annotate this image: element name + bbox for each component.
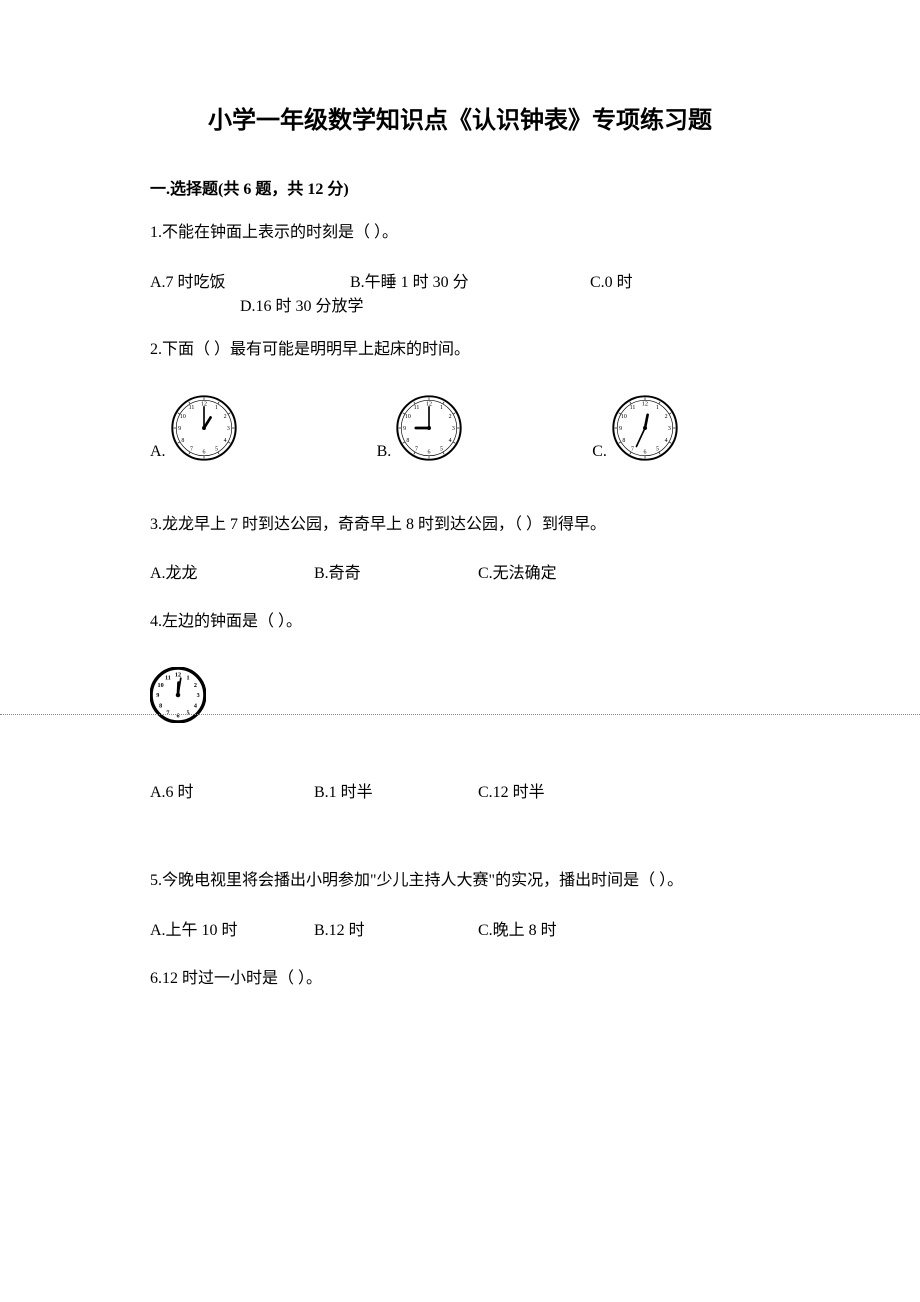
q5-options: A.上午 10 时 B.12 时 C.晚上 8 时 [150,916,770,940]
svg-text:4: 4 [223,437,226,443]
q4-opt-b: B.1 时半 [314,778,474,802]
clock-icon: 1212 345 678 91011 [396,395,462,461]
svg-text:11: 11 [414,404,420,410]
svg-text:8: 8 [407,437,410,443]
q3-opt-c: C.无法确定 [478,559,638,583]
svg-text:7: 7 [415,446,418,452]
svg-text:8: 8 [181,437,184,443]
q3-opt-a: A.龙龙 [150,559,310,583]
q1-opt-a: A.7 时吃饭 [150,268,350,292]
svg-text:1: 1 [187,676,190,682]
svg-text:5: 5 [656,446,659,452]
q1-opt-d: D.16 时 30 分放学 [240,292,770,316]
svg-text:10: 10 [158,683,164,689]
q4-opt-c: C.12 时半 [478,778,638,802]
svg-text:1: 1 [656,404,659,410]
svg-text:5: 5 [215,446,218,452]
svg-text:12: 12 [642,401,648,407]
q5-opt-c: C.晚上 8 时 [478,916,638,940]
q2-clock-row: A. 1212 345 678 91011 B. 1212 345 678 [150,395,770,461]
svg-text:3: 3 [452,426,455,432]
svg-text:5: 5 [440,446,443,452]
svg-text:8: 8 [622,437,625,443]
q1-options: A.7 时吃饭 B.午睡 1 时 30 分 C.0 时 D.16 时 30 分放… [150,268,770,316]
clock-icon: 1212 345 678 91011 [171,395,237,461]
svg-text:10: 10 [179,414,185,420]
svg-text:2: 2 [665,414,668,420]
q2-opt-b-label: B. [377,443,392,461]
q1-opt-c: C.0 时 [590,268,750,292]
svg-text:2: 2 [449,414,452,420]
svg-text:12: 12 [175,673,181,679]
q4-clock-container: 1212 345 678 91011 [150,667,770,728]
svg-text:8: 8 [159,704,162,710]
svg-text:11: 11 [165,676,171,682]
q5-text: 5.今晚电视里将会播出小明参加"少儿主持人大赛"的实况，播出时间是（ ）。 [150,867,770,896]
q2-text: 2.下面（ ）最有可能是明明早上起床的时间。 [150,336,770,365]
svg-text:11: 11 [188,404,194,410]
q4-text: 4.左边的钟面是（ ）。 [150,608,770,637]
svg-text:2: 2 [223,414,226,420]
q5-opt-b: B.12 时 [314,916,474,940]
q1-text: 1.不能在钟面上表示的时刻是（ ）。 [150,219,770,248]
svg-text:7: 7 [631,446,634,452]
q1-opt-b: B.午睡 1 时 30 分 [350,268,590,292]
svg-text:6: 6 [202,449,205,455]
svg-text:10: 10 [621,414,627,420]
svg-text:10: 10 [405,414,411,420]
clock-icon: 1212 345 678 91011 [612,395,678,461]
q2-opt-c-label: C. [592,443,607,461]
svg-text:7: 7 [190,446,193,452]
q4-opt-a: A.6 时 [150,778,310,802]
svg-text:4: 4 [665,437,668,443]
svg-text:1: 1 [440,404,443,410]
section-header: 一.选择题(共 6 题，共 12 分) [150,175,770,199]
q3-opt-b: B.奇奇 [314,559,474,583]
dotted-divider [0,714,920,715]
svg-text:9: 9 [178,426,181,432]
svg-text:4: 4 [194,704,197,710]
q4-options: A.6 时 B.1 时半 C.12 时半 [150,778,770,802]
q3-text: 3.龙龙早上 7 时到达公园，奇奇早上 8 时到达公园，（ ）到得早。 [150,511,770,540]
svg-text:9: 9 [403,426,406,432]
svg-text:9: 9 [619,426,622,432]
q5-opt-a: A.上午 10 时 [150,916,310,940]
svg-text:6: 6 [428,449,431,455]
q6-text: 6.12 时过一小时是（ ）。 [150,965,770,994]
svg-text:3: 3 [668,426,671,432]
svg-text:4: 4 [449,437,452,443]
svg-text:6: 6 [643,449,646,455]
svg-text:9: 9 [156,693,159,699]
svg-text:2: 2 [194,683,197,689]
svg-text:1: 1 [215,404,218,410]
svg-text:11: 11 [630,404,636,410]
q2-opt-a-label: A. [150,443,166,461]
q3-options: A.龙龙 B.奇奇 C.无法确定 [150,559,770,583]
svg-text:3: 3 [197,693,200,699]
svg-text:3: 3 [226,426,229,432]
page-title: 小学一年级数学知识点《认识钟表》专项练习题 [150,100,770,135]
